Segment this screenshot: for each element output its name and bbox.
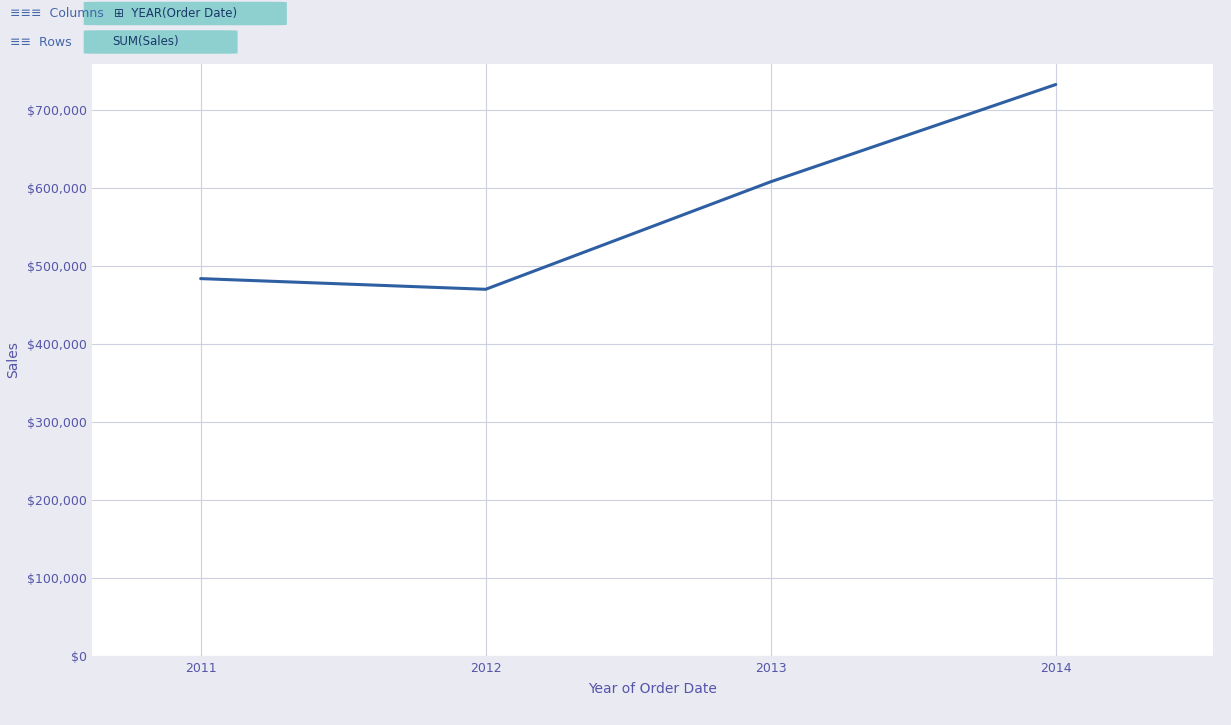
Text: ≡≡≡  Columns: ≡≡≡ Columns [10, 7, 103, 20]
FancyBboxPatch shape [84, 30, 238, 54]
FancyBboxPatch shape [84, 1, 287, 25]
Text: SUM(Sales): SUM(Sales) [112, 36, 178, 49]
X-axis label: Year of Order Date: Year of Order Date [588, 682, 716, 695]
Y-axis label: Sales: Sales [6, 341, 20, 378]
Text: ≡≡  Rows: ≡≡ Rows [10, 36, 71, 49]
Text: ⊞  YEAR(Order Date): ⊞ YEAR(Order Date) [114, 7, 238, 20]
